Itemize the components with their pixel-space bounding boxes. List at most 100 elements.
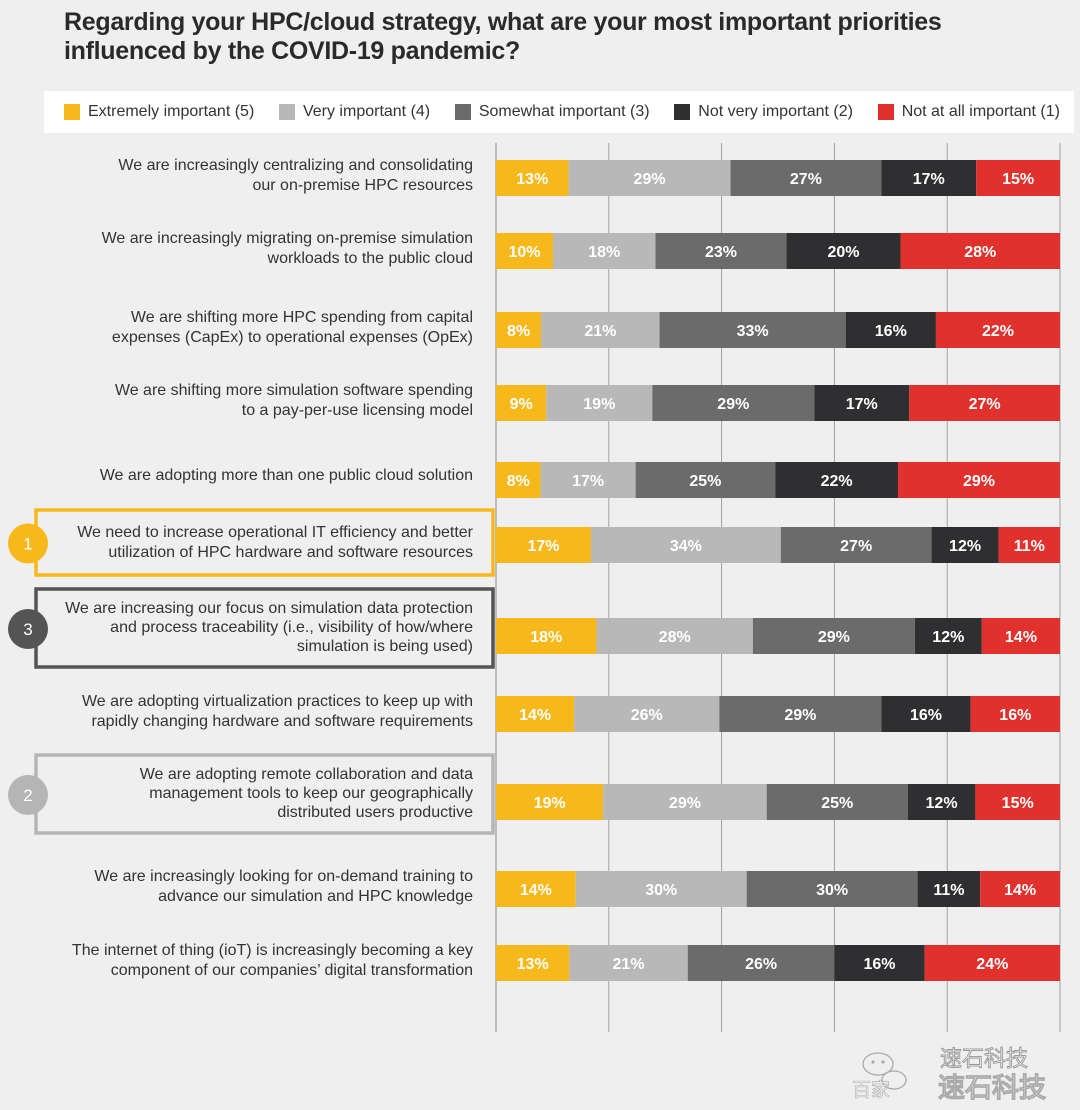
bar-value-label: 22% <box>821 473 853 490</box>
bar-segment <box>980 871 1060 907</box>
row-label: simulation is being used) <box>297 638 473 655</box>
legend: Extremely important (5) Very important (4… <box>44 91 1074 133</box>
bar-value-label: 11% <box>1014 538 1045 555</box>
bar-segment <box>900 233 1060 269</box>
legend-swatch <box>64 104 80 120</box>
bar-segment <box>766 784 908 820</box>
bar-segment <box>719 696 882 732</box>
bar-value-label: 14% <box>1005 629 1037 646</box>
bar-value-label: 18% <box>588 244 620 261</box>
bar-value-label: 14% <box>520 882 552 899</box>
bar-value-label: 15% <box>1002 171 1034 188</box>
bar-value-label: 29% <box>784 707 816 724</box>
bar-value-label: 34% <box>670 538 702 555</box>
bar-value-label: 29% <box>634 171 666 188</box>
row-label: distributed users productive <box>277 804 473 821</box>
row-label: component of our companies’ digital tran… <box>111 962 473 979</box>
bar-segment <box>935 312 1060 348</box>
bar-segment <box>931 527 999 563</box>
rank-badge <box>8 523 48 564</box>
bar-value-label: 24% <box>976 956 1008 973</box>
bar-value-label: 16% <box>999 707 1031 724</box>
bar-value-label: 8% <box>507 323 530 340</box>
row-label: We are increasingly centralizing and con… <box>118 157 473 174</box>
bar-row: We are adopting virtualization practices… <box>82 693 1060 732</box>
row-label: We need to increase operational IT effic… <box>77 524 473 541</box>
row-label: We are adopting more than one public clo… <box>100 467 473 484</box>
chart-title: Regarding your HPC/cloud strategy, what … <box>64 8 942 65</box>
legend-label: Very important (4) <box>302 103 431 120</box>
bar-row: We are adopting remote collaboration and… <box>140 766 1060 821</box>
bar-value-label: 18% <box>530 629 562 646</box>
bar-row: We are increasingly looking for on-deman… <box>94 868 1060 907</box>
row-label: We are increasingly looking for on-deman… <box>94 868 473 885</box>
bar-segment <box>981 618 1060 654</box>
legend-swatch <box>454 104 471 120</box>
bar-segment <box>496 160 569 196</box>
row-label: We are adopting remote collaboration and… <box>140 766 473 783</box>
bar-segment <box>845 312 936 348</box>
bar-value-label: 16% <box>910 707 942 724</box>
row-label: We are adopting virtualization practices… <box>82 693 473 710</box>
legend-label: Somewhat important (3) <box>478 103 650 120</box>
bar-value-label: 16% <box>875 323 907 340</box>
bar-value-label: 14% <box>519 707 551 724</box>
bar-row: We are increasing our focus on simulatio… <box>65 600 1060 655</box>
bar-segment <box>496 312 542 348</box>
bar-segment <box>496 462 541 498</box>
bar-value-label: 10% <box>508 244 540 261</box>
bar-segment <box>575 871 747 907</box>
bar-row: We need to increase operational IT effic… <box>77 524 1060 563</box>
row-label: The internet of thing (ioT) is increasin… <box>72 942 473 959</box>
bar-segment <box>569 945 688 981</box>
bar-value-label: 19% <box>534 795 566 812</box>
wechat-icon <box>862 1052 907 1090</box>
legend-label: Not at all important (1) <box>901 103 1060 120</box>
row-label: expenses (CapEx) to operational expenses… <box>112 329 473 346</box>
row-label: We are shifting more HPC spending from c… <box>131 309 473 326</box>
row-label: workloads to the public cloud <box>267 250 473 267</box>
bar-segment <box>496 385 547 421</box>
bar-segment <box>814 385 910 421</box>
row-label: We are shifting more simulation software… <box>115 382 473 399</box>
bar-value-label: 21% <box>613 956 645 973</box>
bar-segment <box>998 527 1060 563</box>
legend-swatch <box>877 104 894 120</box>
bar-segment <box>496 696 575 732</box>
bar-row: We are shifting more HPC spending from c… <box>112 309 1060 348</box>
bar-segment <box>590 527 781 563</box>
bar-segment <box>917 871 981 907</box>
row-label: and process traceability (i.e., visibili… <box>110 619 473 636</box>
bar-segment <box>496 784 604 820</box>
bar-value-label: 17% <box>572 473 604 490</box>
bar-value-label: 23% <box>705 244 737 261</box>
bar-segment <box>834 945 925 981</box>
bar-segment <box>909 385 1060 421</box>
bar-value-label: 16% <box>864 956 896 973</box>
bar-value-label: 12% <box>949 538 981 555</box>
bar-value-label: 19% <box>583 396 615 413</box>
bar-value-label: 30% <box>645 882 677 899</box>
bar-value-label: 27% <box>840 538 872 555</box>
bar-row: We are increasingly centralizing and con… <box>118 157 1060 196</box>
legend-item: Somewhat important (3) <box>454 103 650 121</box>
bar-value-label: 26% <box>745 956 777 973</box>
bar-segment <box>881 160 977 196</box>
legend-item: Not very important (2) <box>674 103 853 121</box>
legend-item: Very important (4) <box>278 103 431 121</box>
bar-segment <box>786 233 901 269</box>
bar-value-label: 12% <box>926 795 958 812</box>
bar-value-label: 27% <box>969 396 1001 413</box>
bar-value-label: 29% <box>669 795 701 812</box>
row-label: We are increasing our focus on simulatio… <box>65 600 473 617</box>
row-label: our on-premise HPC resources <box>252 177 473 194</box>
bar-value-label: 30% <box>816 882 848 899</box>
bar-value-label: 9% <box>510 396 533 413</box>
watermark-prefix: 百家 <box>852 1079 890 1101</box>
bar-segment <box>730 160 882 196</box>
bar-segment <box>659 312 846 348</box>
bar-segment <box>976 160 1060 196</box>
bar-segment <box>496 945 570 981</box>
bar-segment <box>924 945 1060 981</box>
bar-segment <box>975 784 1060 820</box>
